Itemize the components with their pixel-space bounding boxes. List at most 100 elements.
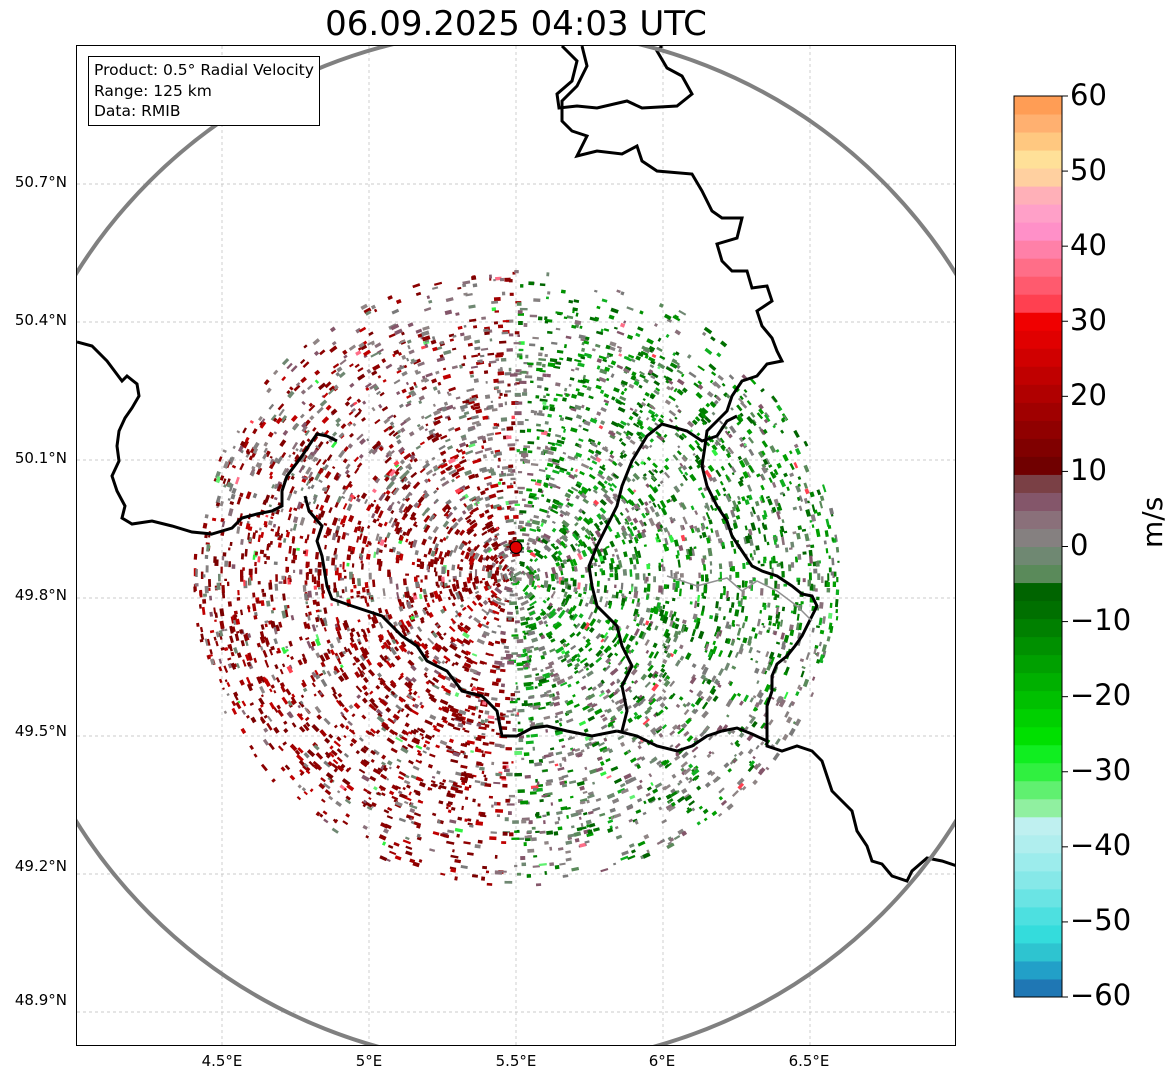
echo-pixel [503,586,513,592]
echo-pixel [407,344,411,350]
echo-pixel [319,399,328,407]
echo-pixel [715,679,721,685]
echo-pixel [828,507,834,515]
echo-pixel [306,623,311,630]
echo-pixel [514,592,518,597]
echo-pixel [226,693,230,697]
echo-pixel [644,501,649,507]
echo-pixel [494,665,500,669]
echo-pixel [518,512,524,515]
echo-pixel [487,437,493,442]
echo-pixel [283,728,289,734]
echo-pixel [609,454,615,459]
echo-pixel [582,498,590,505]
echo-pixel [332,363,340,369]
echo-pixel [491,408,498,412]
echo-pixel [493,279,496,282]
echo-pixel [701,522,706,530]
echo-pixel [233,691,239,697]
echo-pixel [607,578,611,581]
echo-pixel [427,547,433,555]
echo-pixel [435,631,442,638]
echo-pixel [439,340,445,345]
echo-pixel [479,814,487,818]
echo-pixel [731,665,737,670]
map-title: 06.09.2025 04:03 UTC [325,4,707,44]
echo-pixel [535,615,542,622]
echo-pixel [276,650,281,654]
echo-pixel [335,590,340,598]
echo-pixel [794,447,802,456]
echo-pixel [550,573,555,582]
echo-pixel [587,715,595,722]
echo-pixel [473,325,478,329]
echo-pixel [419,561,423,565]
echo-pixel [320,661,326,668]
echo-pixel [471,677,479,682]
echo-pixel [762,559,767,564]
echo-pixel [706,391,714,398]
echo-pixel [678,588,682,597]
echo-pixel [282,429,289,436]
echo-pixel [798,686,803,691]
echo-pixel [559,638,566,645]
echo-pixel [768,719,774,726]
echo-pixel [399,459,406,465]
echo-pixel [818,641,822,647]
echo-pixel [515,682,518,685]
echo-pixel [285,567,289,573]
echo-pixel [490,831,497,834]
echo-pixel [754,500,760,507]
echo-pixel [236,652,242,659]
echo-pixel [499,607,506,613]
echo-pixel [343,446,349,453]
echo-pixel [614,700,620,706]
echo-pixel [595,449,602,456]
echo-pixel [736,592,740,601]
echo-pixel [219,475,225,481]
radar-map[interactable] [76,45,956,1046]
echo-pixel [439,698,449,706]
echo-pixel [496,489,504,493]
echo-pixel [305,601,309,605]
echo-pixel [268,504,272,508]
echo-pixel [481,316,486,320]
echo-pixel [543,395,546,399]
echo-pixel [464,729,470,733]
echo-pixel [683,767,692,776]
echo-pixel [637,418,644,424]
echo-pixel [481,435,487,441]
echo-pixel [229,625,234,634]
echo-pixel [472,458,481,464]
echo-pixel [617,461,624,468]
echo-pixel [529,610,536,616]
echo-pixel [343,707,350,713]
echo-pixel [508,794,515,798]
echo-pixel [206,638,211,646]
echo-pixel [266,387,272,394]
echo-pixel [313,576,317,585]
echo-pixel [323,627,327,632]
echo-pixel [416,502,422,509]
echo-pixel [231,464,237,469]
echo-pixel [456,466,465,473]
echo-pixel [506,772,513,777]
echo-pixel [336,790,341,794]
echo-pixel [516,712,519,715]
echo-pixel [544,421,549,425]
echo-pixel [577,593,582,598]
echo-pixel [620,390,625,396]
echo-pixel [388,790,395,796]
echo-pixel [600,867,609,873]
echo-pixel [384,494,391,502]
echo-pixel [526,629,532,633]
echo-pixel [795,691,800,697]
echo-pixel [523,362,528,365]
echo-pixel [691,708,697,714]
echo-pixel [547,660,555,667]
echo-pixel [534,761,543,767]
echo-pixel [518,380,527,385]
echo-pixel [599,652,604,658]
echo-pixel [359,654,366,662]
echo-pixel [421,509,428,517]
